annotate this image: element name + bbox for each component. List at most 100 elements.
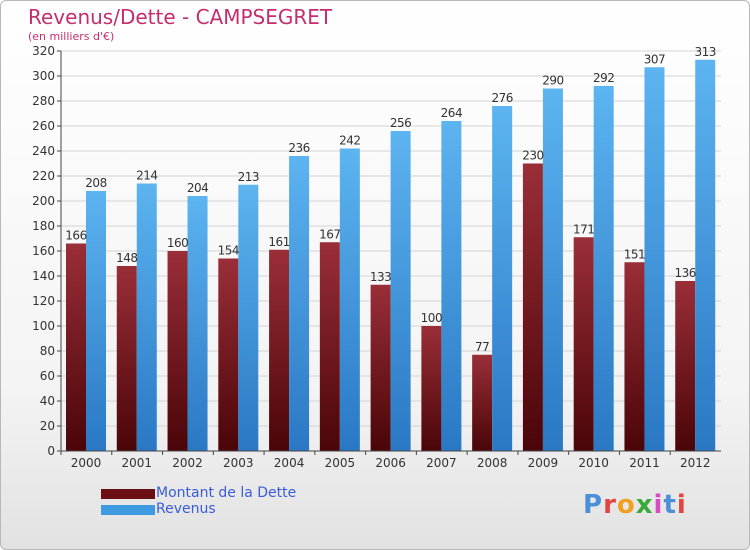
x-axis-ticks: 2000 2001 2002 2003 2004 2005 2006 2007 2008 2009… xyxy=(60,451,711,470)
y-tick-label: 300 xyxy=(32,69,55,83)
x-tick-label: 2011 xyxy=(629,456,660,470)
x-tick-label: 2004 xyxy=(274,456,305,470)
chart-title: Revenus/Dette - CAMPSEGRET xyxy=(28,5,333,29)
data-label: 204 xyxy=(187,181,208,195)
data-label: 208 xyxy=(85,176,106,190)
x-tick-label: 2003 xyxy=(223,456,254,470)
data-label: 161 xyxy=(268,235,289,249)
legend-label-debt: Montant de la Dette xyxy=(156,485,297,501)
bar-revenus xyxy=(644,67,665,451)
bar-dette xyxy=(167,251,188,451)
data-label: 256 xyxy=(390,116,411,130)
data-label: 166 xyxy=(65,229,86,243)
x-tick-label: 2005 xyxy=(325,456,356,470)
bar-dette xyxy=(522,163,543,451)
bar-revenus xyxy=(238,184,259,451)
y-tick-label: 40 xyxy=(40,394,55,408)
data-label: 154 xyxy=(218,244,239,258)
legend-swatch-debt xyxy=(101,489,155,499)
x-tick-label: 2002 xyxy=(172,456,203,470)
data-label: 160 xyxy=(167,236,188,250)
bar-revenus xyxy=(86,191,106,451)
data-label: 230 xyxy=(522,149,543,163)
logo-letter: i xyxy=(676,490,687,520)
data-label: 292 xyxy=(593,71,614,85)
bar-revenus xyxy=(441,121,462,451)
data-label: 313 xyxy=(695,45,716,59)
data-label: 77 xyxy=(475,340,489,354)
y-tick-label: 180 xyxy=(32,219,55,233)
y-tick-label: 320 xyxy=(32,44,55,58)
y-tick-label: 220 xyxy=(32,169,55,183)
data-label: 264 xyxy=(441,106,462,120)
bar-dette xyxy=(218,258,239,451)
bar-revenus xyxy=(542,88,563,451)
proxiti-logo: Proxiti xyxy=(583,490,687,520)
data-label: 290 xyxy=(542,74,563,88)
y-tick-label: 240 xyxy=(32,144,55,158)
y-tick-label: 140 xyxy=(32,269,55,283)
bar-revenus xyxy=(136,183,157,451)
data-label: 167 xyxy=(319,227,340,241)
data-label: 151 xyxy=(624,247,645,261)
chart-subtitle: (en milliers d'€) xyxy=(28,30,115,43)
bar-dette xyxy=(269,249,290,451)
logo-letter: t xyxy=(663,490,677,520)
y-tick-label: 100 xyxy=(32,319,55,333)
data-label: 213 xyxy=(238,170,259,184)
x-tick-label: 2012 xyxy=(680,456,711,470)
bar-dette xyxy=(319,242,340,451)
logo-letter: r xyxy=(603,490,617,520)
bar-dette xyxy=(370,284,391,451)
x-tick-label: 2010 xyxy=(578,456,609,470)
data-label: 148 xyxy=(116,251,137,265)
bar-revenus xyxy=(593,86,614,451)
legend-label-revenus: Revenus xyxy=(156,501,216,517)
bar-revenus xyxy=(492,106,513,451)
y-tick-label: 120 xyxy=(32,294,55,308)
y-tick-label: 260 xyxy=(32,119,55,133)
data-labels: 166 208 148 214 160 204 154 213 161 236 167 242 133 2… xyxy=(65,45,716,354)
logo-letter: P xyxy=(583,490,604,520)
y-tick-label: 80 xyxy=(40,344,55,358)
bar-dette xyxy=(116,266,137,451)
bar-dette xyxy=(624,262,645,451)
bar-revenus xyxy=(339,148,360,451)
bar-dette xyxy=(472,354,493,451)
y-tick-label: 160 xyxy=(32,244,55,258)
x-tick-label: 2008 xyxy=(477,456,508,470)
data-label: 307 xyxy=(644,52,665,66)
y-tick-label: 60 xyxy=(40,369,55,383)
y-tick-label: 280 xyxy=(32,94,55,108)
bars xyxy=(66,59,716,451)
bar-revenus xyxy=(187,196,208,451)
bar-dette xyxy=(66,243,86,451)
data-label: 133 xyxy=(370,270,391,284)
y-tick-label: 200 xyxy=(32,194,55,208)
data-label: 214 xyxy=(136,169,157,183)
logo-letter: o xyxy=(616,490,636,520)
x-tick-label: 2009 xyxy=(528,456,559,470)
logo-letter: x xyxy=(635,490,654,520)
y-axis-ticks: 0 20 40 60 80 100 120 140 160 180 200 220 240 260 280 3… xyxy=(32,44,62,458)
x-tick-label: 2001 xyxy=(121,456,152,470)
data-label: 276 xyxy=(491,91,512,105)
bar-revenus xyxy=(390,131,411,451)
y-tick-label: 20 xyxy=(40,419,55,433)
bar-chart: 0 20 40 60 80 100 120 140 160 180 200 220 240 260 280 3… xyxy=(32,44,721,470)
bar-dette xyxy=(573,237,594,451)
bar-revenus xyxy=(289,156,310,451)
x-tick-label: 2007 xyxy=(426,456,457,470)
data-label: 236 xyxy=(288,141,309,155)
x-tick-label: 2000 xyxy=(71,456,102,470)
data-label: 242 xyxy=(339,134,360,148)
logo-letter: i xyxy=(653,490,664,520)
data-label: 100 xyxy=(421,311,442,325)
x-tick-label: 2006 xyxy=(375,456,406,470)
bar-dette xyxy=(675,281,696,451)
legend-swatch-revenus xyxy=(101,505,155,515)
y-tick-label: 0 xyxy=(47,444,55,458)
bar-dette xyxy=(421,326,442,451)
data-label: 136 xyxy=(675,266,696,280)
